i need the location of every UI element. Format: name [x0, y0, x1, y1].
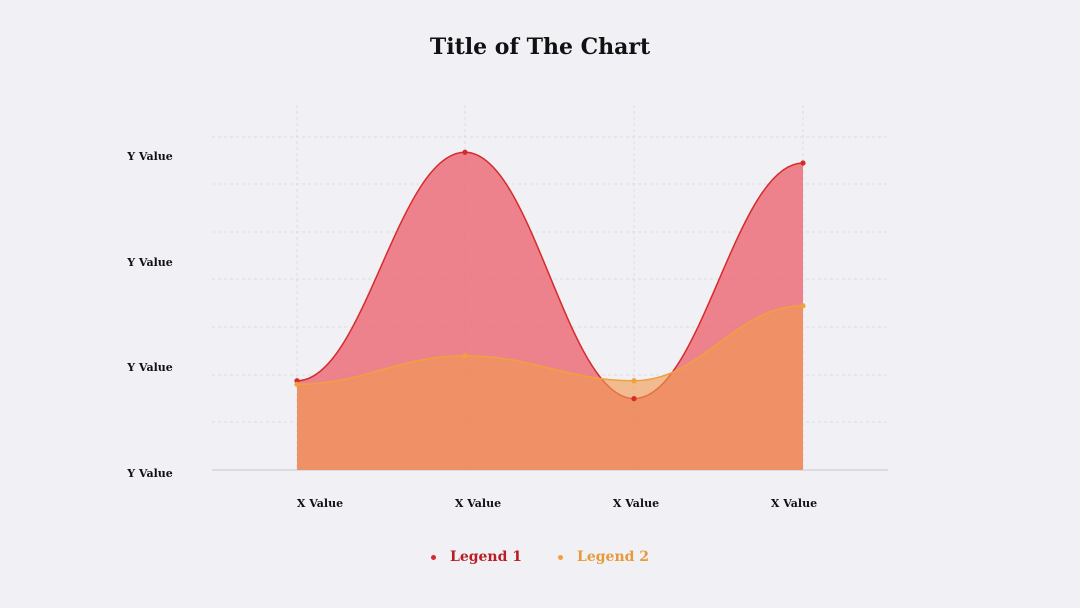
chart-title: Title of The Chart: [429, 34, 651, 60]
y-tick-label: Y Value: [127, 256, 173, 269]
legend-marker: [558, 554, 563, 560]
legend-label: Legend 1: [449, 549, 522, 565]
x-tick-label: X Value: [454, 497, 502, 510]
x-tick-label: X Value: [612, 497, 660, 510]
series-2-point[interactable]: [462, 353, 468, 359]
x-tick-label: X Value: [770, 497, 818, 510]
y-tick-label: Y Value: [127, 467, 173, 480]
series-2-point[interactable]: [631, 378, 637, 384]
legend-marker: [430, 554, 436, 560]
y-tick-label: Y Value: [127, 361, 173, 374]
legend-item-1[interactable]: Legend 1: [430, 549, 522, 565]
series-1-point[interactable]: [294, 378, 300, 384]
series-1-point[interactable]: [800, 160, 806, 166]
series-areas: [296, 151, 804, 470]
series-1-line: [296, 151, 804, 400]
series-2-point[interactable]: [800, 303, 806, 309]
series-1-point[interactable]: [462, 149, 468, 155]
series-2-point[interactable]: [294, 381, 300, 387]
series-1-point[interactable]: [631, 396, 637, 402]
series-2-area: [297, 305, 803, 470]
y-tick-label: Y Value: [127, 150, 173, 163]
data-points: [294, 149, 806, 402]
x-tick-label: X Value: [296, 497, 344, 510]
chart-legend: Legend 1 Legend 2: [0, 549, 1080, 565]
legend-item-2[interactable]: Legend 2: [558, 549, 649, 565]
legend-label: Legend 2: [577, 549, 650, 565]
series-2-line: [296, 305, 804, 386]
